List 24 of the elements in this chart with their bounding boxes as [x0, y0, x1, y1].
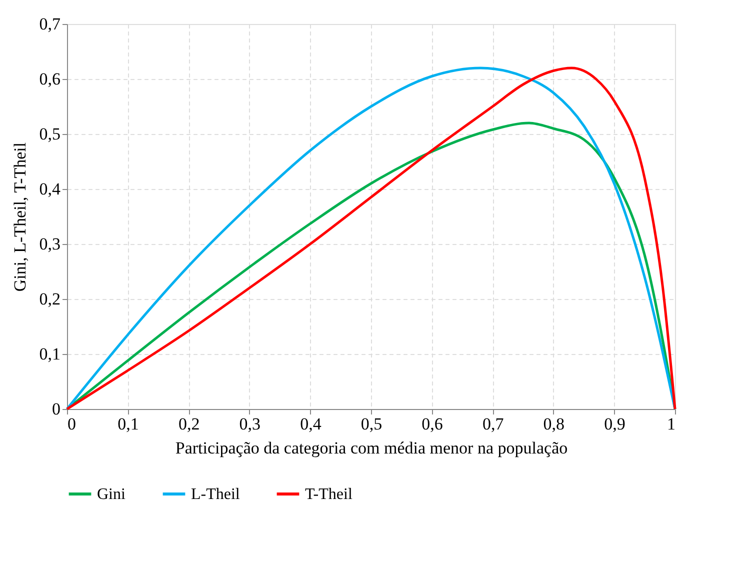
x-tick-label: 0,3 [239, 414, 261, 434]
legend-label: Gini [97, 486, 126, 503]
y-tick-label: 0,6 [39, 70, 60, 88]
legend-label: L-Theil [191, 486, 240, 503]
x-tick-label: 0,4 [300, 414, 322, 434]
y-tick-label: 0,7 [39, 14, 61, 34]
x-tick-label: 0,9 [604, 414, 626, 434]
x-tick-label: 0,1 [118, 414, 139, 434]
x-tick-label: 0 [68, 414, 76, 434]
x-tick-label: 0,6 [422, 414, 443, 434]
x-tick-label: 0,8 [543, 414, 565, 434]
y-tick-label: 0 [52, 400, 60, 418]
y-tick-label: 0,1 [39, 344, 60, 364]
y-tick-label: 0,3 [39, 234, 60, 254]
x-tick-label: 0,5 [360, 414, 382, 434]
x-tick-label: 1 [667, 414, 676, 434]
y-tick-label: 0,5 [39, 124, 60, 144]
y-axis-title: Gini, L-Theil, T-Theil [10, 142, 30, 292]
x-axis-title: Participação da categoria com média menor na população [175, 438, 568, 458]
x-tick-label: 0,2 [178, 414, 200, 434]
y-tick-label: 0,4 [39, 180, 61, 198]
x-tick-label: 0,7 [482, 414, 504, 434]
y-tick-label: 0,2 [39, 290, 60, 308]
legend-label: T-Theil [305, 486, 353, 503]
